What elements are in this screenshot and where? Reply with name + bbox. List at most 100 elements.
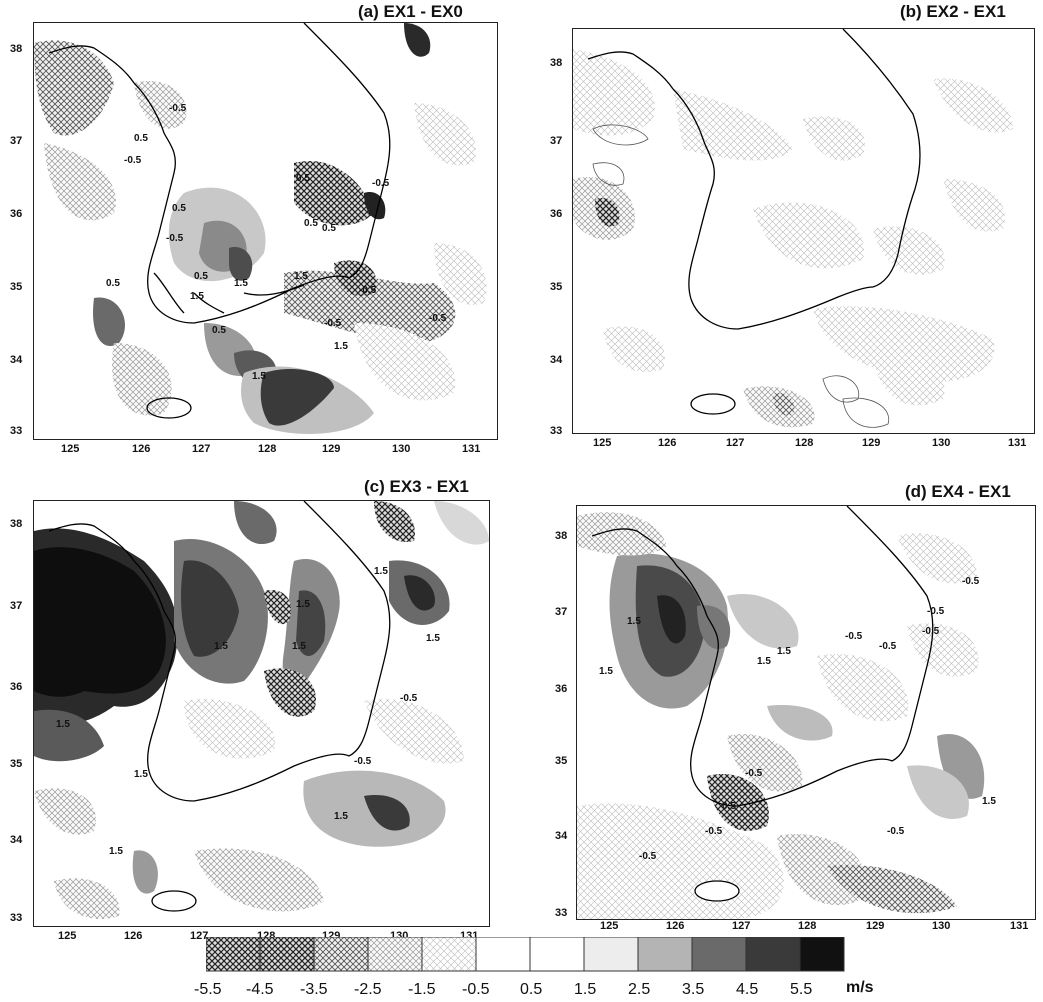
contour-label: 0.5 — [194, 271, 208, 282]
legend-tick: 2.5 — [628, 981, 651, 998]
y-tick: 37 — [550, 135, 563, 147]
legend-tick: 1.5 — [574, 981, 597, 998]
legend-tick: 4.5 — [736, 981, 759, 998]
y-tick: 34 — [550, 354, 563, 366]
legend-tick: 0.5 — [520, 981, 543, 998]
legend-tick: -3.5 — [300, 981, 328, 998]
x-tick: 125 — [593, 437, 612, 449]
x-tick: 126 — [658, 437, 677, 449]
contour-label: 1.5 — [234, 278, 248, 289]
contour-label: 0.5 — [296, 173, 310, 184]
x-tick: 131 — [1010, 920, 1029, 932]
contour-label: -0.5 — [927, 606, 945, 617]
contours-b — [592, 124, 890, 428]
contour-label: -0.5 — [169, 103, 187, 114]
contour-label: 1.5 — [292, 641, 306, 652]
contour-label: -0.5 — [324, 318, 342, 329]
y-tick: 34 — [10, 354, 23, 366]
colorbar — [206, 937, 845, 972]
y-tick: 38 — [10, 518, 23, 530]
y-tick: 34 — [555, 830, 568, 842]
y-tick: 34 — [10, 834, 23, 846]
legend-tick: -0.5 — [462, 981, 490, 998]
shading-a — [34, 23, 487, 434]
legend-tick: -2.5 — [354, 981, 382, 998]
legend-tick: 3.5 — [682, 981, 705, 998]
contour-label: 1.5 — [190, 291, 204, 302]
y-tick: 33 — [10, 425, 23, 437]
x-tick: 126 — [124, 930, 143, 942]
contour-label: 0.5 — [322, 223, 336, 234]
contour-label: 1.5 — [982, 796, 996, 807]
y-tick: 38 — [10, 43, 23, 55]
contour-label: 0.5 — [172, 203, 186, 214]
y-tick: 33 — [550, 425, 563, 437]
y-tick: 37 — [10, 135, 23, 147]
panel-title-d: (d) EX4 - EX1 — [905, 482, 1011, 501]
contour-label: -0.5 — [354, 756, 372, 767]
y-tick: 37 — [10, 600, 23, 612]
contour-label: 1.5 — [252, 371, 266, 382]
contour-label: 1.5 — [109, 846, 123, 857]
map-b — [572, 28, 1035, 434]
y-tick: 38 — [550, 57, 563, 69]
contour-label: 1.5 — [296, 599, 310, 610]
contour-label: -0.5 — [922, 626, 940, 637]
coastline-a — [48, 23, 391, 419]
contour-label: -0.5 — [879, 641, 897, 652]
contour-label: 1.5 — [214, 641, 228, 652]
x-tick: 127 — [190, 930, 209, 942]
contour-label: 1.5 — [374, 566, 388, 577]
contour-label: 1.5 — [599, 666, 613, 677]
contour-label: 1.5 — [134, 769, 148, 780]
x-tick: 128 — [258, 443, 277, 455]
shading-b — [573, 49, 1013, 428]
x-tick: 127 — [726, 437, 745, 449]
x-tick: 130 — [932, 437, 951, 449]
x-tick: 126 — [666, 920, 685, 932]
x-tick: 125 — [58, 930, 77, 942]
legend-tick: -1.5 — [408, 981, 436, 998]
contour-label: -0.5 — [745, 768, 763, 779]
legend-tick: -4.5 — [246, 981, 274, 998]
x-tick: 131 — [1008, 437, 1027, 449]
y-tick: 35 — [10, 758, 23, 770]
y-tick: 33 — [555, 907, 568, 919]
x-tick: 128 — [798, 920, 817, 932]
contour-label: 1.5 — [334, 341, 348, 352]
legend-tick: -5.5 — [194, 981, 222, 998]
panel-title-b: (b) EX2 - EX1 — [900, 2, 1006, 21]
contour-label: 0.5 — [304, 218, 318, 229]
y-tick: 35 — [555, 755, 568, 767]
contour-label: -0.5 — [400, 693, 418, 704]
map-a: -0.5 0.5 -0.5 0.5 -0.5 0.5 0.5 0.5 -0.5 … — [33, 22, 498, 440]
contour-label: -0.5 — [359, 285, 377, 296]
x-tick: 129 — [862, 437, 881, 449]
contour-label: -0.5 — [845, 631, 863, 642]
panel-title-a: (a) EX1 - EX0 — [358, 2, 463, 21]
x-tick: 127 — [732, 920, 751, 932]
contour-label: -0.5 — [429, 313, 447, 324]
y-tick: 36 — [10, 208, 23, 220]
contour-label: 0.5 — [722, 801, 736, 812]
x-tick: 129 — [322, 443, 341, 455]
y-tick: 37 — [555, 606, 568, 618]
contour-label: -0.5 — [166, 233, 184, 244]
y-tick: 36 — [555, 683, 568, 695]
x-tick: 131 — [462, 443, 481, 455]
x-tick: 130 — [392, 443, 411, 455]
contour-label: -0.5 — [705, 826, 723, 837]
contour-label: 1.5 — [334, 811, 348, 822]
panel-title-c: (c) EX3 - EX1 — [364, 477, 469, 496]
x-tick: 126 — [132, 443, 151, 455]
x-tick: 125 — [61, 443, 80, 455]
contour-label: -0.5 — [124, 155, 142, 166]
x-tick: 128 — [795, 437, 814, 449]
map-d: -0.5 -0.5 1.5 -0.5 -0.5 1.5 1.5 -0.5 -0.… — [576, 505, 1036, 920]
x-tick: 130 — [932, 920, 951, 932]
contour-label: -0.5 — [372, 178, 390, 189]
contour-label: -0.5 — [639, 851, 657, 862]
coastline-b — [587, 29, 921, 415]
x-tick: 125 — [600, 920, 619, 932]
contour-label: 1.5 — [56, 719, 70, 730]
